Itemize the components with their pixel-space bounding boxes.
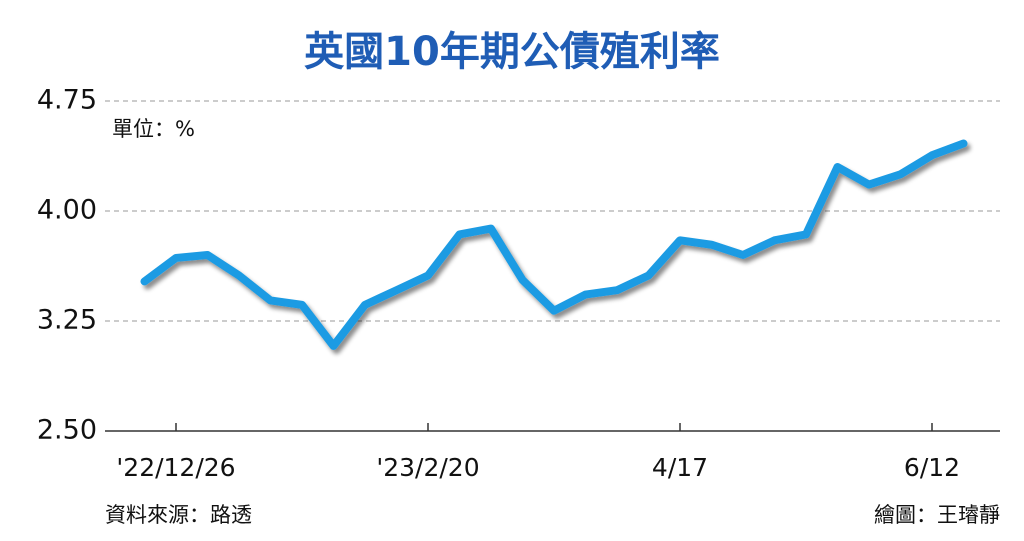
chart-title: 英國10年期公債殖利率 (304, 29, 720, 75)
series-line (140, 139, 968, 350)
x-tick-label: '22/12/26 (116, 453, 235, 482)
unit-label: 單位：% (112, 117, 195, 141)
y-tick-label: 4.75 (37, 85, 97, 116)
credit: 繪圖：王璿靜 (874, 503, 1000, 527)
y-tick-label: 4.00 (37, 195, 97, 226)
x-tick-label: '23/2/20 (376, 453, 479, 482)
x-tick-label: 6/12 (904, 453, 960, 482)
y-tick-label: 3.25 (37, 305, 97, 336)
y-tick-label: 2.50 (37, 415, 97, 446)
source: 資料來源：路透 (105, 503, 252, 527)
x-tick-label: 4/17 (652, 453, 708, 482)
